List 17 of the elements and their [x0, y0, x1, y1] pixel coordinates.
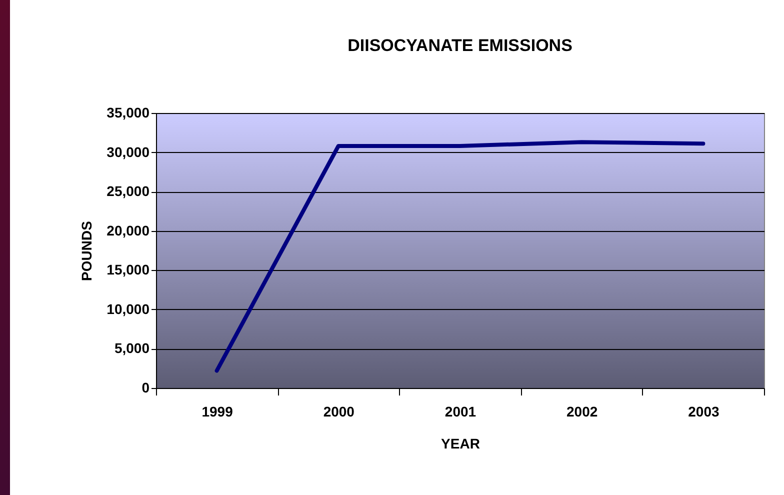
y-tick-label: 25,000 [106, 183, 150, 200]
x-tick-label: 1999 [202, 404, 234, 420]
y-tick-label: 35,000 [106, 104, 150, 120]
y-tick-label: 0 [142, 380, 150, 396]
y-tick-label: 5,000 [114, 340, 150, 356]
x-axis-title: YEAR [441, 436, 480, 452]
x-tick-label: 2003 [688, 404, 720, 420]
y-tick-label: 20,000 [106, 222, 150, 238]
x-tick-label: 2000 [323, 404, 355, 420]
x-tick-label: 2002 [566, 404, 598, 420]
y-tick-label: 30,000 [106, 144, 150, 160]
chart-title: DIISOCYANATE EMISSIONS [348, 36, 572, 55]
y-tick-label: 15,000 [106, 262, 150, 278]
line-series [214, 140, 706, 373]
x-tick-label: 2001 [444, 404, 476, 420]
y-axis-title: POUNDS [78, 221, 95, 281]
y-tick-label: 10,000 [106, 300, 150, 317]
